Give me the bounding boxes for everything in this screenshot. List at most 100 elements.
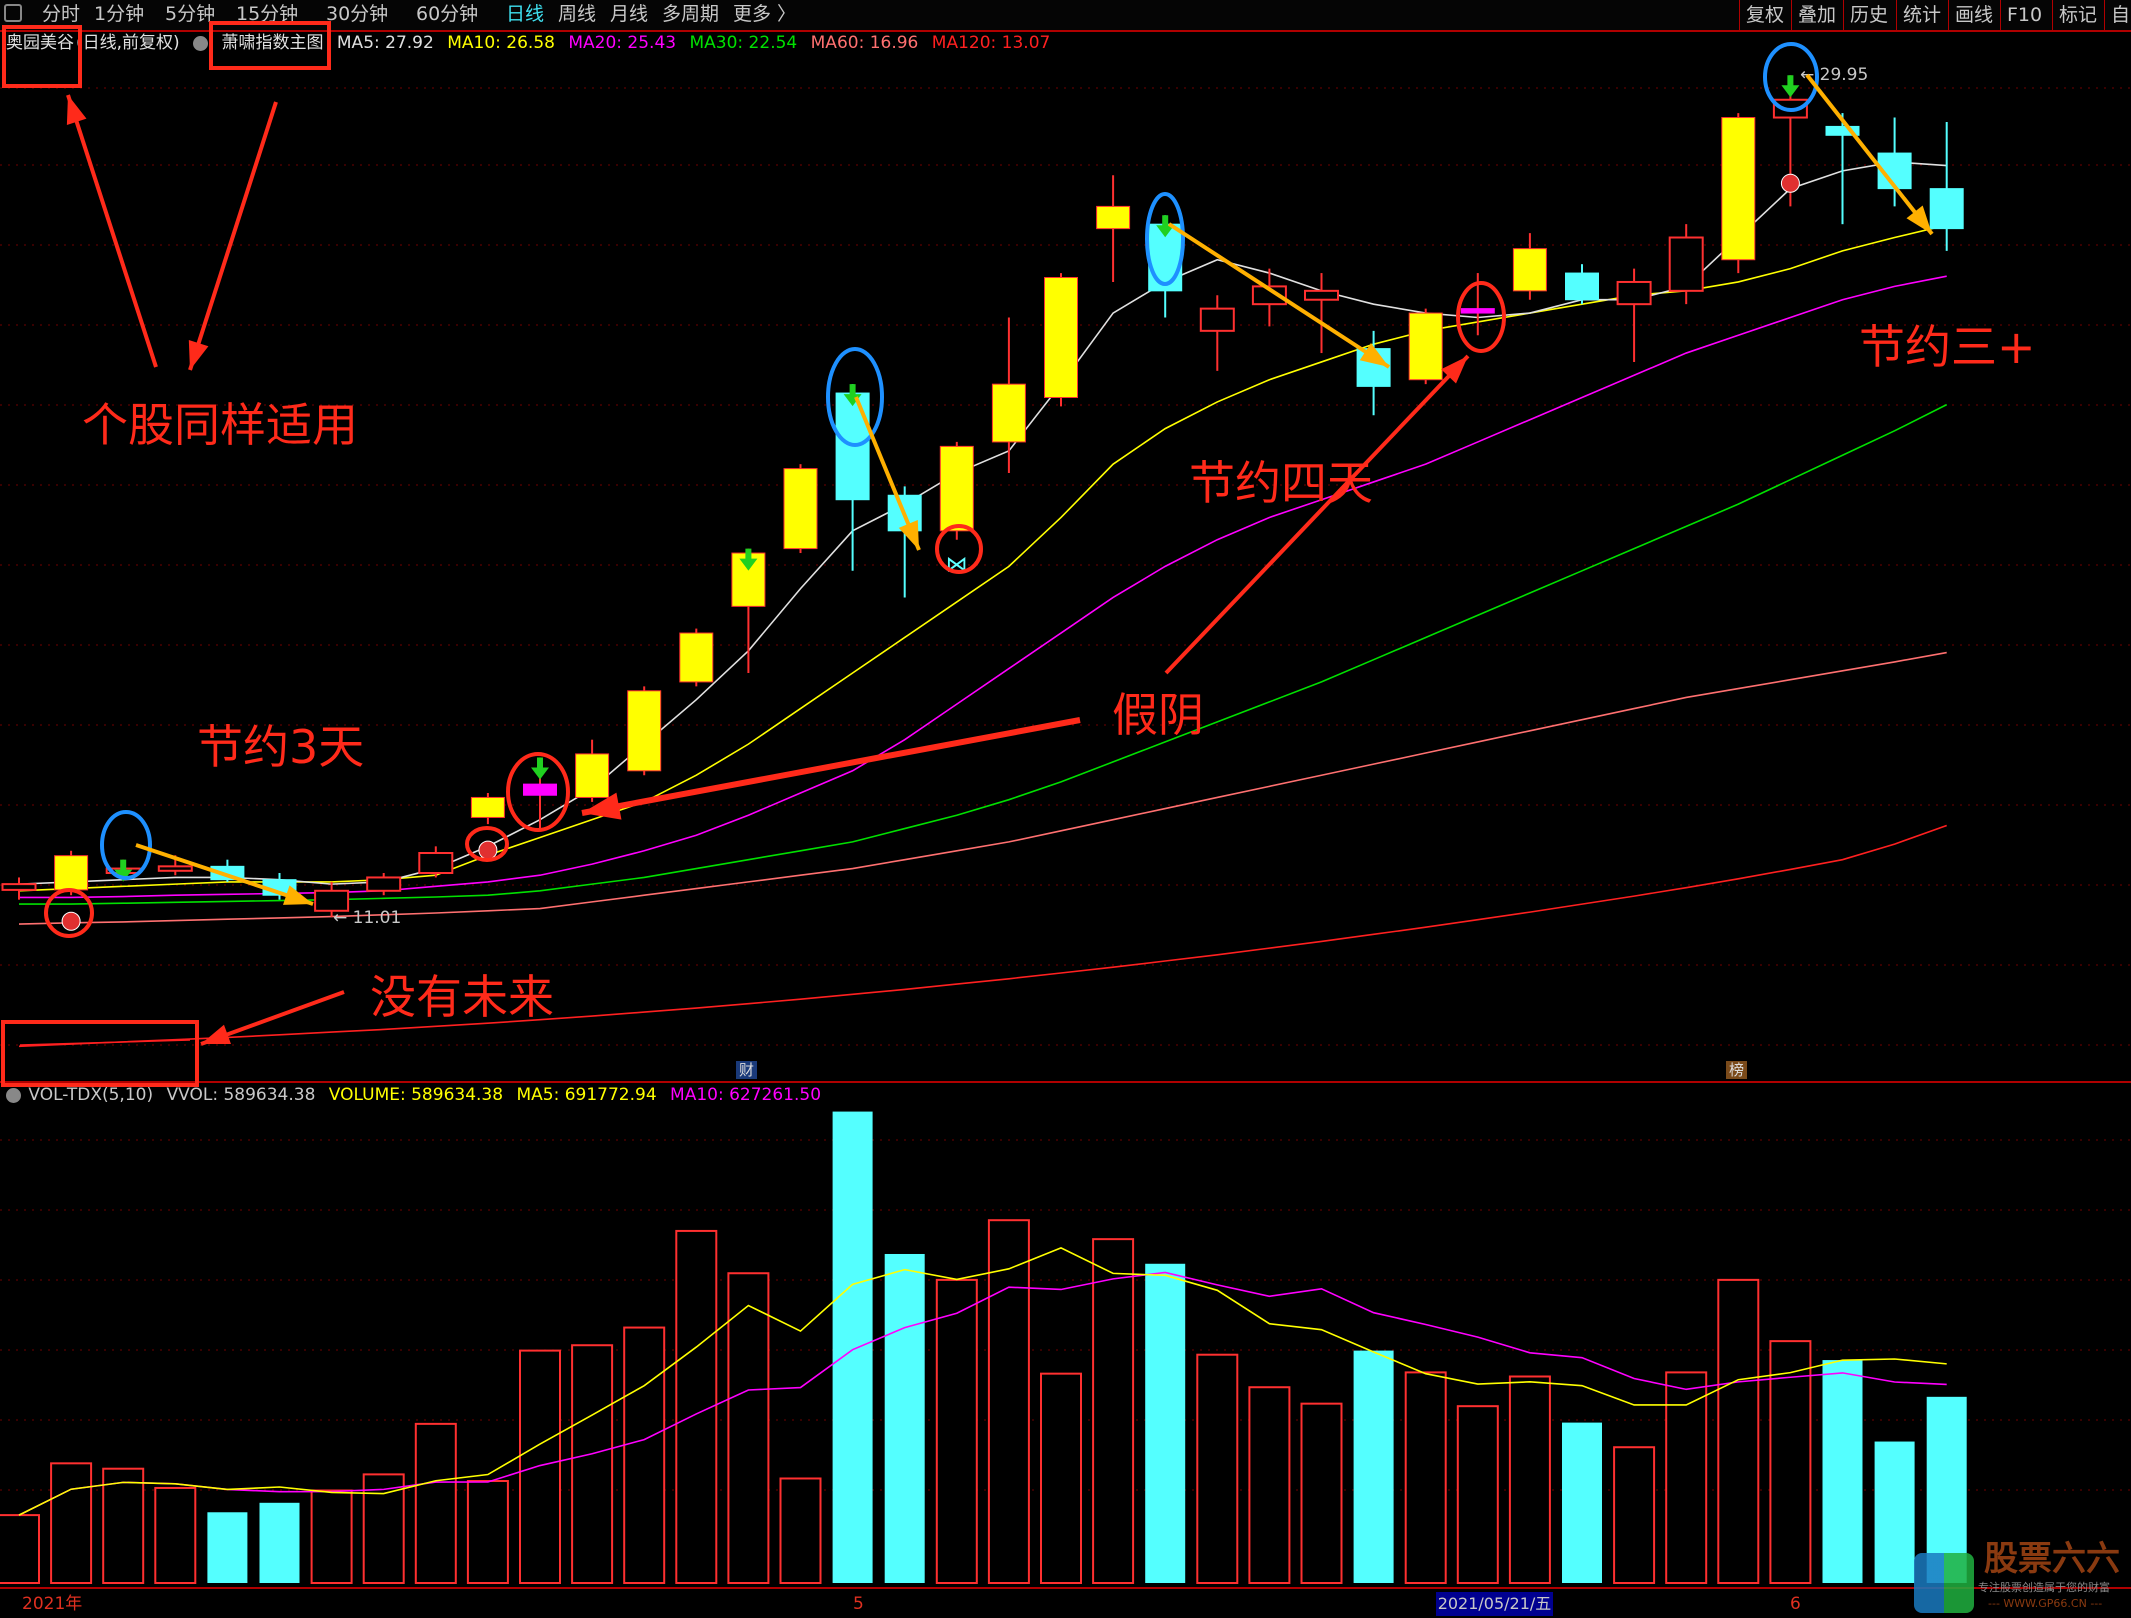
ranking-marker[interactable]: 榜: [1726, 1061, 1748, 1079]
candle-body: [366, 876, 402, 892]
ma120-start-segment: [19, 1039, 191, 1046]
vvol-value: VVOL: 589634.38: [166, 1085, 316, 1105]
ma60-value: MA60: 16.96: [810, 33, 919, 53]
red-arrow-head: [201, 1024, 231, 1045]
volume-bar: [259, 1502, 300, 1583]
volume-bar: [1613, 1446, 1656, 1585]
candle: [1, 877, 37, 900]
toolbar-button-3[interactable]: 统计: [1896, 0, 1947, 30]
red-arrow: [1164, 354, 1470, 675]
period-label: (日线,前复权): [76, 33, 180, 53]
candle-body: [1668, 236, 1704, 292]
volume-bar: [1769, 1340, 1812, 1585]
red-ball-icon: [1780, 173, 1800, 193]
volume-bar: [884, 1253, 925, 1583]
candle-body: [523, 783, 557, 796]
orange-arrow-head: [1906, 205, 1932, 234]
x-axis-may: 5: [853, 1594, 864, 1614]
ma60-line: [18, 651, 1947, 925]
candle-body: [1565, 272, 1599, 301]
candle-body: [1929, 188, 1964, 230]
finance-marker[interactable]: 财: [736, 1061, 758, 1079]
tab-4[interactable]: 30分钟: [326, 3, 389, 25]
candle-body: [1408, 312, 1443, 381]
ma-legend: 奥园美谷 (日线,前复权) 萧啸指数主图 MA5: 27.92 MA10: 26.…: [6, 33, 1058, 53]
watermark-logo: 股票六六 专注股票创造属于您的财富 --- WWW.GP66.CN ---: [1914, 1541, 2129, 1615]
tab-5[interactable]: 60分钟: [416, 3, 479, 25]
volume-bar: [0, 1514, 40, 1585]
toolbar-button-4[interactable]: 画线: [1948, 0, 1999, 30]
tab-8[interactable]: 月线: [610, 3, 649, 25]
candle-body: [418, 852, 454, 875]
candle-body: [1199, 307, 1235, 332]
stock-name[interactable]: 奥园美谷: [6, 33, 74, 53]
ma30-value: MA30: 22.54: [689, 33, 798, 53]
volume-bar: [414, 1422, 457, 1585]
volume-bar: [1926, 1396, 1967, 1583]
candle-body: [314, 889, 350, 912]
volume-bar: [779, 1477, 822, 1585]
volume-bar: [519, 1349, 561, 1584]
volume-bar: [623, 1326, 666, 1585]
candle: [1251, 268, 1287, 327]
tab-6[interactable]: 日线: [506, 3, 545, 25]
candle: [1825, 113, 1860, 225]
toolbar-button-0[interactable]: 复权: [1739, 0, 1790, 30]
ma30-line: [19, 403, 1948, 905]
volume-ma5-line: [18, 1246, 1947, 1516]
toolbar-button-1[interactable]: 叠加: [1791, 0, 1842, 30]
volume-bar: [102, 1467, 145, 1585]
tab-7[interactable]: 周线: [558, 3, 597, 25]
tab-9[interactable]: 多周期: [662, 3, 720, 25]
red-circle: [506, 752, 570, 832]
volume-bar: [1300, 1402, 1343, 1585]
ma5-value: MA5: 27.92: [336, 33, 434, 53]
panel-toggle-icon[interactable]: [4, 4, 22, 22]
ma20-line: [19, 275, 1947, 899]
volume-bar: [1508, 1375, 1551, 1584]
green-arrow-icon: [1781, 75, 1800, 98]
volume-bar: [1665, 1371, 1708, 1585]
x-axis-year: 2021年: [22, 1594, 83, 1614]
volume-bar: [154, 1486, 197, 1585]
toolbar-button-5[interactable]: F10: [2000, 0, 2048, 30]
volume-ma10-line: [18, 1271, 1947, 1516]
volume-indicator-name[interactable]: VOL-TDX(5,10): [28, 1085, 154, 1105]
volume-bar: [935, 1278, 978, 1584]
candle: [1096, 175, 1131, 282]
candle-body: [1251, 285, 1287, 306]
candle: [1044, 273, 1078, 407]
volume-bar: [1717, 1278, 1760, 1584]
volume-bar: [50, 1462, 93, 1584]
butterfly-icon: ⋈: [946, 553, 968, 578]
candle: [1356, 330, 1391, 416]
tab-3[interactable]: 15分钟: [236, 3, 299, 25]
low-price-label: ← 11.01: [333, 908, 401, 928]
tab-2[interactable]: 5分钟: [165, 3, 216, 25]
toolbar-button-2[interactable]: 历史: [1843, 0, 1894, 30]
indicator-dropdown-icon[interactable]: [193, 35, 209, 51]
red-circle: [44, 888, 94, 938]
toolbar-button-7[interactable]: 自: [2104, 0, 2131, 30]
red-circle: [935, 524, 983, 574]
annotation-save-4-days: 节约四天: [1189, 456, 1373, 510]
candle: [783, 464, 818, 554]
candle: [470, 793, 505, 825]
annotation-no-future: 没有未来: [370, 970, 554, 1024]
volume-dropdown-icon[interactable]: [6, 1087, 21, 1103]
red-arrow-head: [1441, 356, 1468, 384]
volume-legend: VOL-TDX(5,10) VVOL: 589634.38 VOLUME: 58…: [6, 1085, 829, 1105]
tab-10[interactable]: 更多 〉: [733, 3, 797, 25]
indicator-name[interactable]: 萧啸指数主图: [221, 33, 324, 53]
candle-body: [731, 552, 766, 607]
annotation-same-for-stocks: 个股同样适用: [82, 398, 358, 452]
tab-0[interactable]: 分时: [42, 3, 81, 25]
blue-circle: [100, 810, 152, 880]
green-arrow-icon: [531, 757, 549, 780]
tab-1[interactable]: 1分钟: [94, 3, 145, 25]
candle-body: [1721, 117, 1756, 261]
toolbar-button-6[interactable]: 标记: [2052, 0, 2103, 30]
red-circle: [1456, 281, 1506, 353]
watermark-icon: [1914, 1553, 1974, 1613]
